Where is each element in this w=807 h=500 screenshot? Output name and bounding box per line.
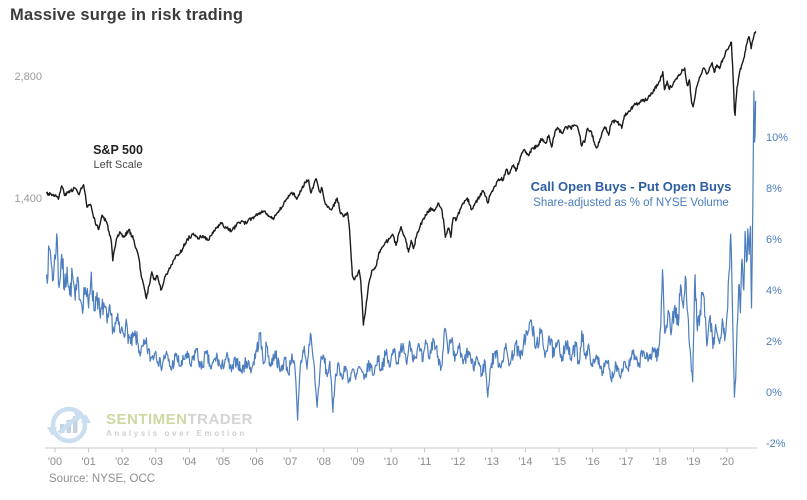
watermark-brand-primary: SENTIMEN	[106, 410, 188, 428]
left-axis-tick-label: 2,800	[14, 71, 42, 83]
right-axis-tick-label: 2%	[766, 336, 782, 348]
sp500-series-label: S&P 500 Left Scale	[58, 143, 178, 172]
watermark-tagline: Analysis over Emotion	[106, 428, 247, 438]
source-label: Source: NYSE, OCC	[49, 473, 156, 485]
x-tick-label: '07	[283, 456, 297, 468]
right-axis-tick-label: 6%	[766, 234, 782, 246]
x-tick-label: '03	[149, 456, 163, 468]
right-axis-tick-label: 10%	[766, 132, 788, 144]
x-tick-label: '06	[249, 456, 263, 468]
x-tick-label: '00	[48, 456, 62, 468]
right-axis-tick-label: -2%	[766, 438, 786, 450]
watermark: SENTIMENTRADER Analysis over Emotion	[44, 402, 253, 448]
x-tick-label: '10	[384, 456, 398, 468]
watermark-text: SENTIMENTRADER Analysis over Emotion	[106, 412, 253, 438]
sentimentrader-logo-icon	[47, 406, 91, 444]
x-tick-label: '18	[653, 456, 667, 468]
x-tick-label: '14	[518, 456, 532, 468]
x-tick-label: '04	[182, 456, 196, 468]
x-tick-label: '16	[585, 456, 599, 468]
watermark-brand: SENTIMENTRADER	[106, 412, 253, 428]
options-series-label: Call Open Buys - Put Open Buys Share-adj…	[500, 179, 762, 211]
watermark-brand-secondary: TRADER	[187, 410, 254, 428]
x-tick-label: '01	[81, 456, 95, 468]
right-axis-tick-label: 0%	[766, 387, 782, 399]
sp500-series-title: S&P 500	[93, 143, 143, 157]
x-tick-label: '19	[686, 456, 700, 468]
options-series-title: Call Open Buys - Put Open Buys	[530, 179, 732, 194]
x-tick-label: '13	[485, 456, 499, 468]
options-series-subtitle: Share-adjusted as % of NYSE Volume	[533, 196, 729, 209]
page-title: Massive surge in risk trading	[10, 6, 244, 24]
call-put-open-buys-line	[46, 90, 757, 421]
x-tick-label: '12	[451, 456, 465, 468]
right-axis-tick-label: 4%	[766, 285, 782, 297]
x-tick-label: '11	[418, 456, 432, 468]
x-tick-label: '09	[350, 456, 364, 468]
x-tick-label: '02	[115, 456, 129, 468]
sp500-line	[45, 31, 757, 326]
sp500-series-subtitle: Left Scale	[93, 158, 143, 171]
x-tick-label: '20	[720, 456, 734, 468]
x-tick-label: '15	[552, 456, 566, 468]
x-tick-label: '08	[317, 456, 331, 468]
x-tick-label: '17	[619, 456, 633, 468]
right-axis-tick-label: 8%	[766, 183, 782, 195]
x-tick-label: '05	[216, 456, 230, 468]
left-axis-tick-label: 1,400	[14, 193, 42, 205]
